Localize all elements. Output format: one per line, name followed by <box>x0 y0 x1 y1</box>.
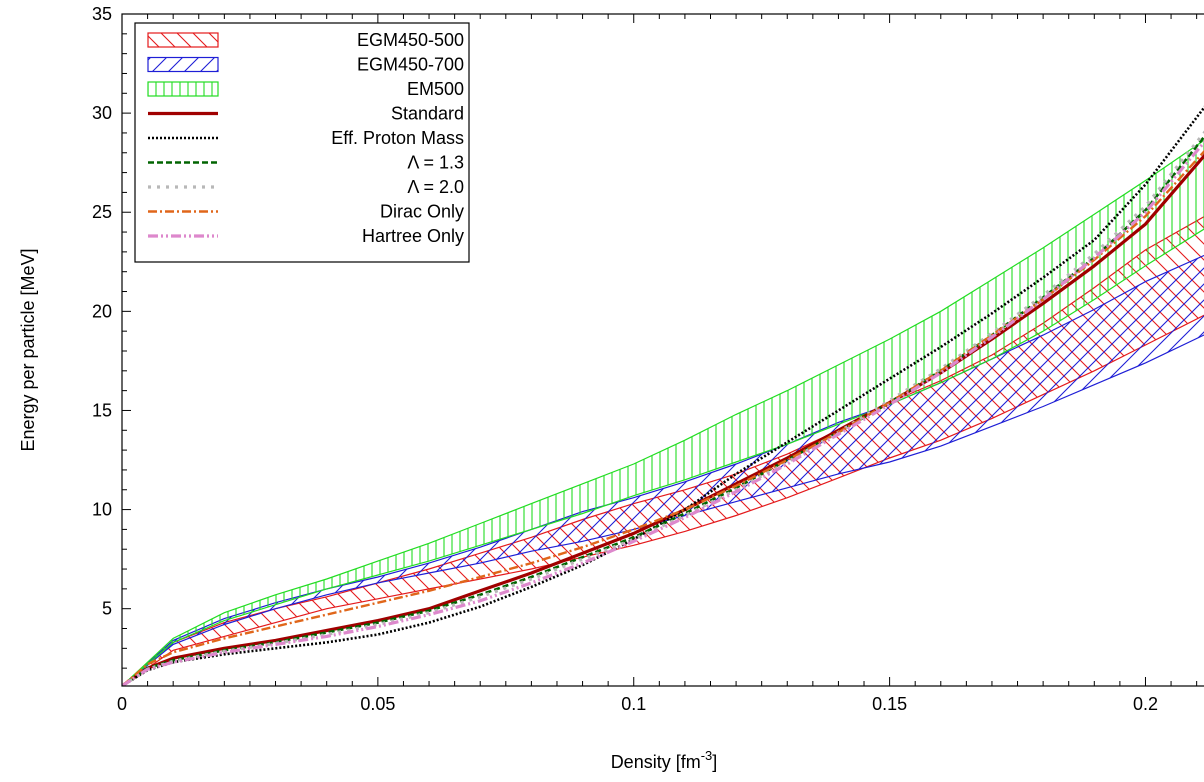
legend-label: EGM450-500 <box>357 30 464 50</box>
legend-label: Standard <box>391 104 464 124</box>
legend-label: EM500 <box>407 79 464 99</box>
legend-swatch <box>147 32 219 48</box>
legend-label: Λ = 1.3 <box>407 153 464 173</box>
legend-entry: Λ = 1.3 <box>148 153 464 173</box>
y-axis-label: Energy per particle [MeV] <box>18 248 38 451</box>
legend-swatch <box>147 56 219 73</box>
band-em500 <box>122 139 1204 686</box>
x-tick-label: 0.05 <box>360 694 395 714</box>
legend-label: Eff. Proton Mass <box>331 128 464 148</box>
series-line-2 <box>122 105 1204 686</box>
x-tick-label: 0.15 <box>872 694 907 714</box>
plot-frame <box>121 13 1204 687</box>
y-tick-label: 20 <box>92 301 112 321</box>
legend-label: Hartree Only <box>362 226 464 246</box>
legend-label: Dirac Only <box>380 202 464 222</box>
legend-entry: Λ = 2.0 <box>148 177 464 197</box>
legend: EGM450-500 EGM450-700 EM500 Standard Eff. Pr… <box>134 22 470 263</box>
legend-entry: Eff. Proton Mass <box>148 128 464 148</box>
band-egm450-700 <box>122 254 1204 686</box>
legend-entry: EM500 <box>147 79 464 99</box>
x-tick-label: 0.1 <box>621 694 646 714</box>
legend-entry: Dirac Only <box>148 202 464 222</box>
y-tick-label: 25 <box>92 202 112 222</box>
uncertainty-bands <box>122 139 1204 686</box>
x-tick-label: 0.2 <box>1133 694 1158 714</box>
series-line-5 <box>122 149 1204 686</box>
x-tick-label: 0 <box>117 694 127 714</box>
y-tick-label: 35 <box>92 4 112 24</box>
legend-entry: Hartree Only <box>148 226 464 246</box>
y-tick-label: 15 <box>92 400 112 420</box>
y-tick-label: 30 <box>92 103 112 123</box>
x-axis-label-main: Density [fm <box>611 752 701 772</box>
legend-entry: EGM450-500 <box>147 30 464 50</box>
y-tick-label: 5 <box>102 599 112 619</box>
curve-series <box>122 105 1204 686</box>
y-tick-label: 10 <box>92 500 112 520</box>
axis-ticks: 0 0.05 0.1 0.15 0.2 5 10 15 20 25 30 35 <box>92 4 1198 714</box>
x-axis-label: Density [fm-3] <box>611 748 718 772</box>
legend-entry: Standard <box>148 104 464 124</box>
x-axis-label-suffix: ] <box>712 752 717 772</box>
legend-label: EGM450-700 <box>357 55 464 75</box>
legend-swatch <box>147 81 219 97</box>
series-line-6 <box>122 139 1204 686</box>
legend-entry: EGM450-700 <box>147 55 464 75</box>
series-line-1 <box>122 153 1204 686</box>
legend-label: Λ = 2.0 <box>407 177 464 197</box>
x-axis-label-superscript: -3 <box>701 748 713 763</box>
